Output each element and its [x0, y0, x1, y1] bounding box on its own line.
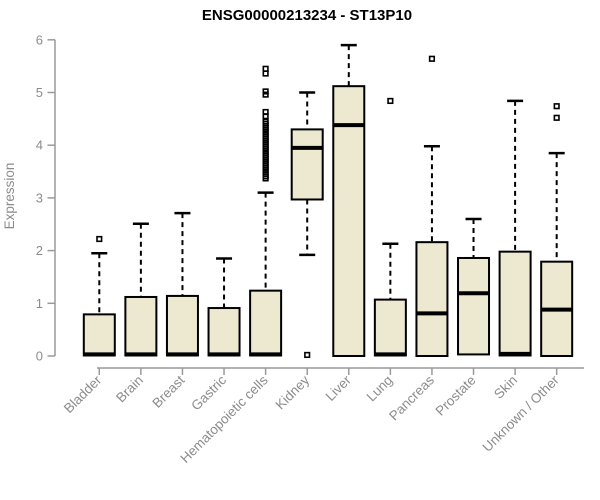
iqr-box [124, 295, 158, 357]
iqr-box [332, 85, 366, 358]
box-bladder [82, 235, 116, 357]
iqr-box [207, 307, 241, 357]
outlier-point [262, 70, 269, 77]
outlier-point [262, 65, 269, 72]
y-tick-label: 4 [36, 138, 43, 153]
iqr-box [290, 128, 324, 201]
x-tick-label: Kidney [273, 372, 313, 412]
x-tick-label: Lung [364, 373, 396, 405]
box-gastric [207, 257, 241, 357]
y-tick-label: 1 [36, 296, 43, 311]
x-tick-label: Liver [323, 372, 355, 404]
x-tick-label: Unknown / Other [480, 372, 563, 455]
box-unknown-other [540, 103, 574, 357]
outlier-point [304, 351, 311, 359]
box-liver [332, 43, 366, 358]
box-brain [124, 222, 158, 357]
outlier-point [387, 97, 394, 105]
box-prostate [457, 217, 491, 356]
outlier-point [553, 114, 560, 121]
box-skin [498, 99, 532, 357]
y-axis-label: Expression [2, 163, 17, 230]
iqr-box [249, 289, 283, 357]
box-hematopoietic-cells [249, 65, 283, 357]
y-tick-label: 6 [36, 32, 43, 47]
box-pancreas [415, 55, 449, 357]
x-tick-label: Brain [113, 373, 146, 406]
iqr-box [457, 256, 491, 356]
x-tick-label: Pancreas [386, 372, 437, 423]
y-tick-label: 3 [36, 190, 43, 205]
iqr-box [415, 241, 449, 357]
y-tick-label: 0 [36, 349, 43, 364]
iqr-box [373, 298, 407, 357]
iqr-box [82, 313, 116, 357]
y-tick-label: 2 [36, 243, 43, 258]
box-lung [373, 97, 407, 357]
outlier-point [428, 55, 436, 62]
box-kidney [290, 91, 324, 359]
outlier-point [262, 108, 269, 116]
y-tick-label: 5 [36, 85, 43, 100]
box-group [82, 43, 574, 359]
outlier-point [262, 88, 269, 95]
x-tick-label: Prostate [432, 373, 478, 419]
x-tick-label: Skin [491, 373, 520, 402]
box-breast [165, 211, 199, 357]
outlier-point [96, 235, 103, 243]
x-tick-label: Gastric [188, 372, 229, 413]
iqr-box [498, 250, 532, 357]
outlier-point [262, 91, 269, 98]
outlier-point [553, 103, 560, 110]
x-tick-label: Bladder [61, 372, 105, 416]
iqr-box [165, 294, 199, 357]
x-tick-label: Breast [149, 372, 187, 410]
chart-title: ENSG00000213234 - ST13P10 [202, 7, 412, 24]
